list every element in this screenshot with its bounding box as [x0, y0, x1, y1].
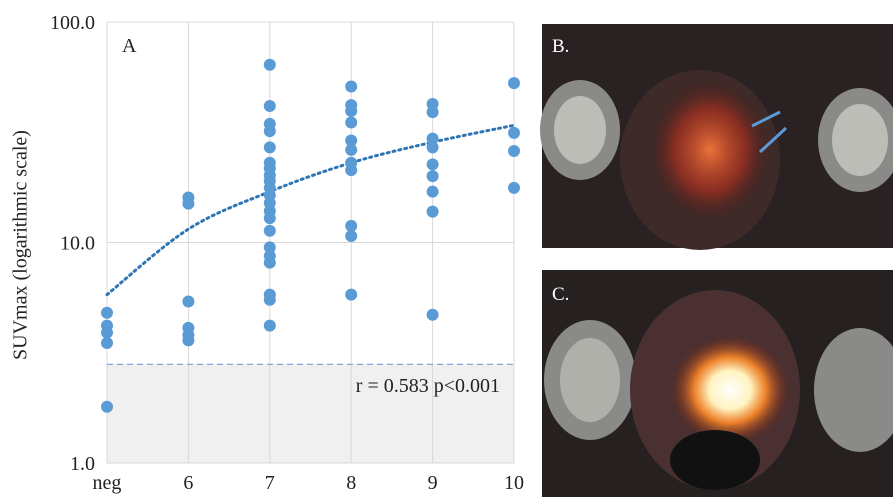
- data-point: [508, 77, 520, 90]
- annotation: r = 0.583 p<0.001: [356, 375, 500, 397]
- data-point: [263, 125, 276, 138]
- x-tick-label: neg: [93, 472, 122, 494]
- data-point: [345, 134, 358, 147]
- data-point: [263, 256, 276, 269]
- data-point: [263, 212, 276, 225]
- data-point: [426, 170, 439, 183]
- data-point: [345, 230, 358, 243]
- data-point: [263, 224, 276, 237]
- below-threshold-area: [107, 364, 514, 463]
- data-point: [426, 106, 439, 119]
- data-point: [101, 337, 113, 350]
- data-point: [426, 308, 439, 321]
- data-point: [263, 58, 276, 71]
- data-point: [426, 132, 439, 145]
- data-point: [101, 400, 113, 413]
- data-point: [426, 97, 439, 110]
- data-point: [426, 185, 439, 198]
- data-point: [345, 288, 358, 301]
- data-point: [345, 104, 358, 117]
- image-c: C.: [542, 270, 893, 497]
- data-point: [508, 144, 520, 157]
- data-point: [101, 306, 113, 319]
- x-tick-label: 6: [183, 472, 193, 494]
- image-label: B.: [552, 36, 569, 57]
- data-point: [182, 295, 195, 308]
- y-axis-label: SUVmax (logarithmic scale): [10, 130, 32, 360]
- data-point: [263, 319, 276, 332]
- data-point: [345, 143, 358, 156]
- data-point: [426, 205, 439, 218]
- data-point: [345, 219, 358, 232]
- x-tick-label: 8: [346, 472, 356, 494]
- image-label: C.: [552, 284, 569, 305]
- data-point: [263, 99, 276, 112]
- y-tick-label: 100.0: [50, 12, 95, 34]
- data-point: [426, 158, 439, 171]
- data-point: [426, 141, 439, 154]
- data-point: [508, 126, 520, 139]
- x-tick-label: 9: [428, 472, 438, 494]
- data-point: [263, 293, 276, 306]
- panel-label: A: [122, 35, 137, 57]
- trendline: [105, 123, 516, 297]
- data-point: [182, 197, 195, 210]
- data-point: [345, 116, 358, 129]
- data-point: [101, 326, 113, 339]
- data-point: [345, 164, 358, 177]
- data-point: [263, 141, 276, 154]
- data-point: [263, 241, 276, 254]
- y-tick-label: 10.0: [60, 233, 95, 255]
- image-b: B.: [540, 24, 893, 250]
- y-tick-label: 1.0: [70, 453, 95, 475]
- data-point: [345, 80, 358, 93]
- x-tick-label: 7: [265, 472, 275, 494]
- x-tick-label: 10: [504, 472, 524, 494]
- data-point: [182, 334, 195, 347]
- data-point: [508, 181, 520, 194]
